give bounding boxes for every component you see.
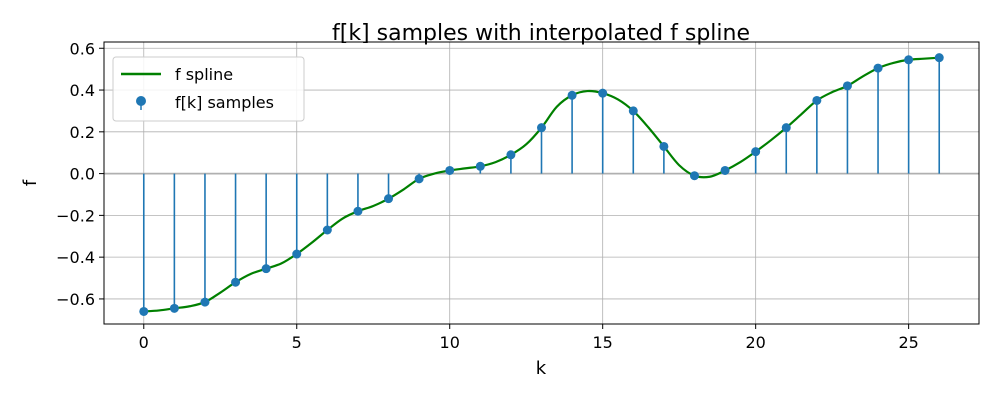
y-tick-label: −0.6 — [56, 290, 95, 309]
y-tick-label: 0.0 — [70, 165, 95, 184]
x-tick-label: 10 — [440, 333, 460, 352]
sample-point — [812, 95, 822, 105]
sample-point — [353, 206, 363, 216]
sample-point — [628, 106, 638, 116]
sample-point — [322, 225, 332, 235]
y-axis-ticks: −0.6 −0.4 −0.2 0.0 0.2 0.4 0.6 — [56, 39, 104, 309]
y-tick-label: 0.4 — [70, 81, 95, 100]
sample-point — [659, 141, 669, 151]
y-axis-label: f — [20, 179, 41, 186]
sample-point — [506, 150, 516, 160]
x-tick-label: 25 — [898, 333, 918, 352]
sample-point — [139, 306, 149, 316]
sample-point — [445, 165, 455, 175]
legend-label-spline: f spline — [175, 65, 233, 84]
sample-point — [261, 264, 271, 274]
sample-point — [598, 88, 608, 98]
sample-point — [934, 53, 944, 63]
sample-point — [842, 81, 852, 91]
sample-point — [200, 297, 210, 307]
sample-point — [414, 174, 424, 184]
legend: f spline f[k] samples — [112, 56, 305, 122]
legend-swatch-samples-marker — [136, 96, 146, 106]
sample-point — [689, 171, 699, 181]
sample-point — [873, 63, 883, 73]
x-tick-label: 20 — [745, 333, 765, 352]
sample-point — [537, 123, 546, 133]
x-tick-label: 15 — [593, 333, 613, 352]
sample-point — [384, 194, 394, 204]
plot-frame — [103, 41, 980, 325]
y-tick-label: −0.4 — [56, 248, 95, 267]
sample-point — [567, 90, 577, 100]
sample-markers — [139, 53, 944, 316]
sample-point — [781, 123, 791, 133]
x-axis-label: k — [536, 358, 547, 379]
y-tick-label: 0.6 — [70, 39, 95, 58]
sample-point — [292, 249, 302, 259]
x-axis-ticks: 0 5 10 15 20 25 — [139, 324, 919, 352]
sample-point — [904, 55, 914, 65]
sample-point — [169, 303, 179, 313]
sample-point — [751, 147, 761, 157]
sample-point — [720, 165, 730, 175]
legend-label-samples: f[k] samples — [175, 93, 274, 112]
x-tick-label: 5 — [292, 333, 302, 352]
x-tick-label: 0 — [139, 333, 149, 352]
sample-point — [231, 277, 241, 287]
y-tick-label: 0.2 — [70, 123, 95, 142]
sample-point — [475, 161, 485, 171]
y-tick-label: −0.2 — [56, 206, 95, 225]
